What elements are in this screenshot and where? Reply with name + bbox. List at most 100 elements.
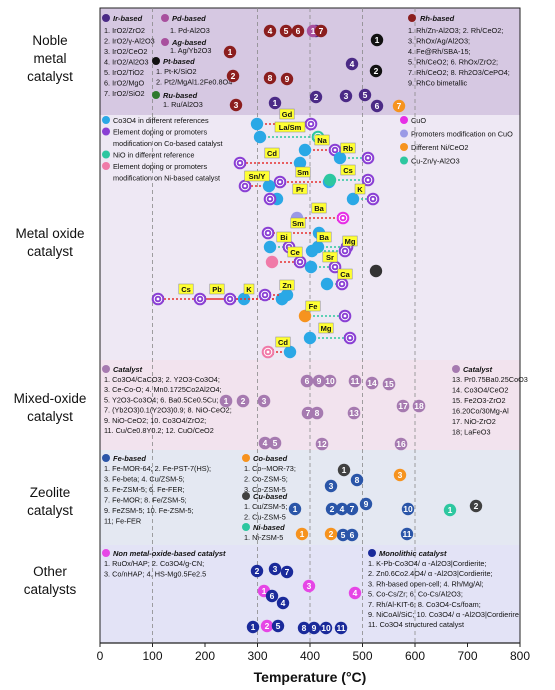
- mo-row-2-tag-bg: [314, 134, 330, 146]
- row-label-noble: Noble: [32, 33, 67, 48]
- legend-mo-item: modification on Co-based catalyst: [113, 139, 223, 148]
- mo-row-9-base: [346, 192, 360, 206]
- mo-row-2-tag: Na: [317, 136, 327, 145]
- mixed-point-13-label: 13: [349, 408, 359, 418]
- mo-row-16-base: [304, 260, 318, 274]
- mixed-point-14: [365, 376, 379, 390]
- zeolite-point-fe-6-label: 6: [350, 530, 355, 540]
- legend-coz-title: Co-based: [253, 454, 288, 463]
- other-point-nonmetal-2: [260, 619, 274, 633]
- mo-row-9-doped-ring: [368, 194, 378, 204]
- mixed-point-7: [301, 406, 315, 420]
- legend-fe-item: 3. Fe-beta; 4. Cu/ZSM-5;: [104, 475, 185, 484]
- mo-row-11-tag: Sm: [292, 219, 304, 228]
- other-point-mono-7-label: 7: [285, 567, 290, 577]
- zeolite-point-fe-2-label: 2: [330, 504, 335, 514]
- legend-mono-item: 7. Rh/Al-KIT-6; 8. Co3O4-Cs/foam;: [368, 600, 481, 609]
- row-label-zeolite: catalyst: [27, 503, 73, 518]
- mixed-point-3: [257, 394, 271, 408]
- mixed-point-2-label: 2: [241, 396, 246, 406]
- noble-point-rh-5-label: 5: [284, 26, 289, 36]
- x-tick-label-200: 200: [195, 649, 215, 663]
- mo-row-7-tag-bg: [340, 164, 356, 176]
- other-point-nonmetal-4: [348, 586, 362, 600]
- other-point-mono-8-label: 8: [302, 623, 307, 633]
- x-tick-label-100: 100: [142, 649, 162, 663]
- mo-row-10-tag-bg: [311, 202, 327, 214]
- other-point-mono-10-label: 10: [321, 623, 331, 633]
- mo-row-18-tag-bg: [178, 283, 194, 295]
- mo-row-2-doped-ring: [330, 145, 340, 155]
- mo-row-19-tag: Pb: [212, 285, 222, 294]
- zeolite-point-fe-1-label: 1: [293, 504, 298, 514]
- mo-row-8-tag-bg: [292, 183, 308, 195]
- other-point-nonmetal-4-label: 4: [353, 588, 358, 598]
- legend-mo-item: Element doping or promoters: [113, 128, 207, 137]
- other-point-nonmetal-2-label: 2: [265, 621, 270, 631]
- mo-point-cuzn-dark: [369, 264, 383, 278]
- legend-rh-item: 4. Fe@Rh/SBA-15;: [408, 47, 471, 56]
- zeolite-point-cu_z-1: [337, 463, 351, 477]
- zeolite-point-cu_z-2-label: 2: [474, 501, 479, 511]
- zeolite-point-fe-9: [359, 497, 373, 511]
- noble-point-rh-9-label: 9: [285, 74, 290, 84]
- x-tick-label-800: 800: [510, 649, 530, 663]
- legend-cuz-item: 1. Cu/ZSM-5;: [244, 502, 287, 511]
- row-label-metaloxide: Metal oxide: [15, 226, 84, 241]
- mixed-point-6-label: 6: [305, 376, 310, 386]
- row-label-zeolite: Zeolite: [30, 485, 71, 500]
- noble-point-ir-2: [309, 90, 323, 104]
- noble-point-rh-7: [314, 24, 328, 38]
- legend-rh-item: 9. RhCo bimetallic: [408, 79, 468, 88]
- other-point-mono-4-label: 4: [281, 598, 286, 608]
- mo-row-4-base: [333, 151, 347, 165]
- mo-row-19-doped-ring: [195, 294, 205, 304]
- legend-ru-dot: [152, 91, 160, 99]
- noble-point-ir-4: [345, 57, 359, 71]
- legend-rh-item: 7. Rh/CeO2; 8. Rh2O3/CePO4;: [408, 68, 510, 77]
- legend-mo-right-item: Cu-Zn/γ-Al2O3: [411, 157, 460, 166]
- legend-ru-item: 1. Ru/Al2O3: [163, 100, 203, 109]
- zeolite-point-fe-9-label: 9: [364, 499, 369, 509]
- mo-row-3-tag: Cd: [267, 149, 277, 158]
- mo-row-24-doped-ring: [263, 347, 273, 357]
- mo-row-9-tag-bg: [354, 183, 366, 195]
- mixed-point-11-label: 11: [351, 376, 360, 386]
- zeolite-point-fe-8-label: 8: [355, 475, 360, 485]
- mo-row-22-doped-ring: [340, 311, 350, 321]
- legend-cuz-title: Cu-based: [253, 492, 288, 501]
- mo-row-2-doped-dot: [333, 148, 337, 152]
- mo-row-17-doped-dot: [340, 282, 344, 286]
- legend-mono-title: Monolithic catalyst: [379, 549, 447, 558]
- mo-row-4-tag-bg: [340, 142, 356, 154]
- mo-row-0-doped-dot: [309, 122, 313, 126]
- noble-point-ni_ceo2-7: [392, 99, 406, 113]
- mo-row-7-doped-dot: [366, 178, 370, 182]
- noble-point-ni_ceo2-7-label: 7: [397, 101, 402, 111]
- legend-mixed-dot: [102, 365, 110, 373]
- legend-mixed-right-item: 16.20Co/30Mg-Al: [452, 407, 509, 416]
- mo-row-10-tag: Ba: [314, 204, 324, 213]
- row-label-noble: metal: [33, 51, 66, 66]
- mo-row-4-doped-dot: [366, 156, 370, 160]
- legend-nm-dot: [102, 549, 110, 557]
- legend-ag-item: 1. Ag/Yb2O3: [170, 46, 211, 55]
- mo-row-12-tag: Bi: [280, 233, 288, 242]
- mo-row-1-base: [253, 130, 267, 144]
- legend-mixed-right-item: 13. Pr0.75Ba0.25CoO3: [452, 375, 528, 384]
- legend-ir-item: 2. IrO2/γ-Al2O3: [104, 37, 155, 46]
- legend-cuz-dot: [242, 492, 250, 500]
- legend-pd-item: 1. Pd-Al2O3: [170, 26, 210, 35]
- legend-mixed-right-item: 14. Co3O4/CeO2: [452, 386, 508, 395]
- mo-row-7-base: [323, 173, 337, 187]
- mo-row-20-doped-ring: [225, 294, 235, 304]
- x-tick-label-300: 300: [247, 649, 267, 663]
- mo-row-20-doped-dot: [228, 297, 232, 301]
- row-label-metaloxide: catalyst: [27, 244, 73, 259]
- legend-mixed-item: 7. (Yb2O3)0.1(Y2O3)0.9; 8. NiO-CeO2;: [104, 406, 232, 415]
- mixed-point-16-label: 16: [396, 439, 406, 449]
- legend-mo-right-item: Promoters modification on CuO: [411, 130, 513, 139]
- noble-point-rh-6: [291, 24, 305, 38]
- mo-row-1-tag: La/Sm: [279, 123, 302, 132]
- legend-rh-item: 5. Rh/CeO2; 6. RhOx/ZrO2;: [408, 58, 498, 67]
